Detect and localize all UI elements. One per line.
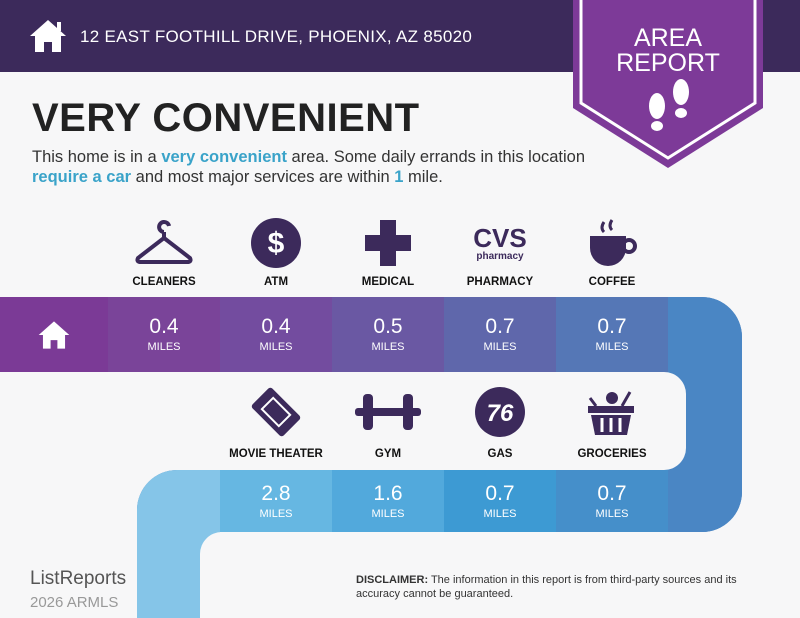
- category-label: MEDICAL: [361, 276, 415, 288]
- distance-unit: MILES: [595, 507, 629, 520]
- distance-cell-gym: 1.6 MILES: [332, 470, 444, 532]
- distance-value: 0.7: [597, 315, 627, 338]
- distance-cell-medical: 0.5 MILES: [332, 297, 444, 372]
- coffee-cup-icon: [556, 215, 668, 271]
- hanger-icon: [108, 215, 220, 271]
- distance-cell-groceries: 0.7 MILES: [556, 470, 668, 532]
- watermark: 2026 ARMLS: [30, 594, 119, 611]
- distance-unit: MILES: [483, 507, 517, 520]
- category-label: MOVIE THEATER: [229, 448, 323, 460]
- svg-text:CVS: CVS: [473, 223, 526, 253]
- distance-cell-movie-theater: 2.8 MILES: [220, 470, 332, 532]
- distance-cell-gas: 0.7 MILES: [444, 470, 556, 532]
- category-label: CLEANERS: [132, 276, 196, 288]
- grocery-basket-icon: [556, 384, 668, 440]
- badge-line1: AREA: [634, 24, 702, 52]
- distance-value: 0.4: [261, 315, 291, 338]
- category-label: GROCERIES: [577, 448, 647, 460]
- svg-text:$: $: [268, 227, 285, 260]
- distance-unit: MILES: [259, 341, 293, 353]
- dumbbell-icon: [332, 384, 444, 440]
- disclaimer: DISCLAIMER: The information in this repo…: [356, 574, 737, 600]
- home-icon: [38, 320, 70, 349]
- svg-text:76: 76: [487, 400, 514, 427]
- page-title: VERY CONVENIENT: [32, 96, 420, 140]
- home-cell: [0, 297, 108, 372]
- distance-value: 0.4: [149, 315, 179, 338]
- route-gap: [0, 372, 686, 470]
- distance-cell-atm: 0.4 MILES: [220, 297, 332, 372]
- dollar-icon: $: [220, 215, 332, 271]
- badge-line2: REPORT: [616, 49, 720, 77]
- home-icon: [30, 20, 66, 52]
- svg-text:pharmacy: pharmacy: [476, 251, 524, 262]
- description: This home is in a very convenient area. …: [32, 148, 586, 186]
- distance-value: 0.7: [485, 315, 515, 338]
- distance-value: 2.8: [261, 481, 291, 505]
- cvs-pharmacy-icon: CVS pharmacy: [444, 215, 556, 271]
- distance-unit: MILES: [259, 507, 293, 520]
- category-label: GYM: [374, 448, 402, 460]
- ticket-icon: [220, 384, 332, 440]
- distance-cell-coffee: 0.7 MILES: [556, 297, 668, 372]
- listreports-logo: ListReports: [30, 568, 127, 589]
- distance-unit: MILES: [147, 341, 181, 353]
- distance-value: 0.7: [485, 481, 515, 505]
- distance-unit: MILES: [595, 341, 629, 353]
- route-gap-bottom: [200, 532, 800, 618]
- distance-value: 0.5: [373, 315, 403, 338]
- category-label: GAS: [487, 448, 513, 460]
- category-label: ATM: [263, 276, 289, 288]
- distance-cell-cleaners: 0.4 MILES: [108, 297, 220, 372]
- distance-value: 0.7: [597, 481, 627, 505]
- footprints-icon: [649, 79, 689, 131]
- distance-value: 1.6: [373, 481, 403, 505]
- distance-cell-pharmacy: 0.7 MILES: [444, 297, 556, 372]
- address: 12 EAST FOOTHILL DRIVE, PHOENIX, AZ 8502…: [80, 27, 473, 46]
- area-report-badge: AREA REPORT: [573, 0, 763, 168]
- distance-unit: MILES: [371, 507, 405, 520]
- 76-gas-icon: 76: [444, 384, 556, 440]
- medical-cross-icon: [332, 215, 444, 271]
- distance-unit: MILES: [483, 341, 517, 353]
- category-label: COFFEE: [588, 276, 636, 288]
- distance-unit: MILES: [371, 341, 405, 353]
- category-label: PHARMACY: [466, 276, 534, 288]
